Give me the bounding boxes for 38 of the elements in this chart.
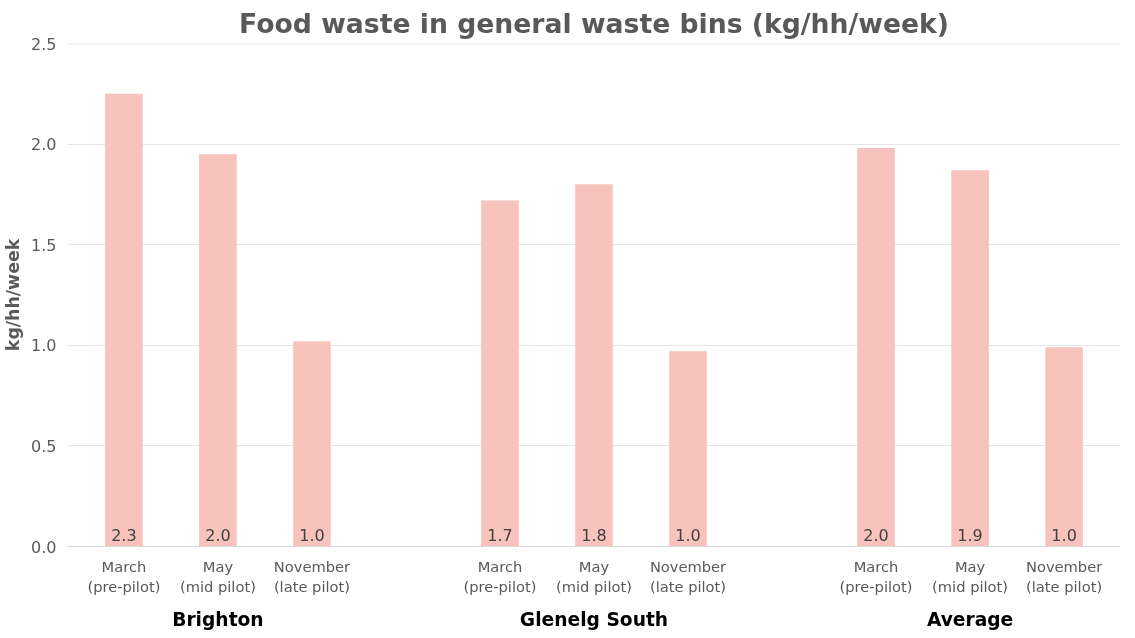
y-tick-label: 0.5 <box>31 436 57 456</box>
bar <box>105 93 143 547</box>
x-tick-label: March (pre-pilot) <box>87 557 161 595</box>
data-label: 1.0 <box>1051 525 1077 545</box>
data-label: 1.0 <box>299 525 325 545</box>
y-axis-title: kg/hh/week <box>3 238 24 352</box>
bar <box>575 184 613 547</box>
bar <box>481 200 519 547</box>
chart-title: Food waste in general waste bins (kg/hh/week) <box>239 7 949 39</box>
data-label: 2.3 <box>111 525 137 545</box>
x-tick-label: November (late pilot) <box>273 557 352 595</box>
x-tick-label: May (mid pilot) <box>179 557 256 595</box>
x-tick-label: March (pre-pilot) <box>463 557 537 595</box>
bar <box>1045 347 1083 547</box>
bar <box>293 341 331 547</box>
x-tick-label: May (mid pilot) <box>556 557 632 595</box>
y-tick-label: 1.5 <box>31 235 57 255</box>
data-label: 2.0 <box>863 525 889 545</box>
bar <box>951 170 989 547</box>
y-tick-label: 2.5 <box>31 34 57 54</box>
data-label: 1.0 <box>675 525 701 545</box>
text: Brighton <box>172 608 264 630</box>
data-label: 1.7 <box>487 525 513 545</box>
y-tick-label: 1.0 <box>31 336 57 356</box>
data-label: 2.0 <box>205 525 231 545</box>
bar <box>669 351 707 547</box>
bar <box>857 148 895 547</box>
x-tick-label: November (late pilot) <box>1025 557 1104 595</box>
data-label: 1.8 <box>581 525 607 545</box>
y-tick-label: 0.0 <box>31 537 57 557</box>
bar <box>199 154 237 547</box>
text: Glenelg South <box>519 608 669 630</box>
x-tick-label: November (late pilot) <box>649 557 728 595</box>
y-tick-label: 2.0 <box>31 135 57 155</box>
text: Average <box>926 608 1014 630</box>
data-label: 1.9 <box>957 525 983 545</box>
x-tick-label: May (mid pilot) <box>932 557 1009 595</box>
x-tick-label: March (pre-pilot) <box>839 557 913 595</box>
